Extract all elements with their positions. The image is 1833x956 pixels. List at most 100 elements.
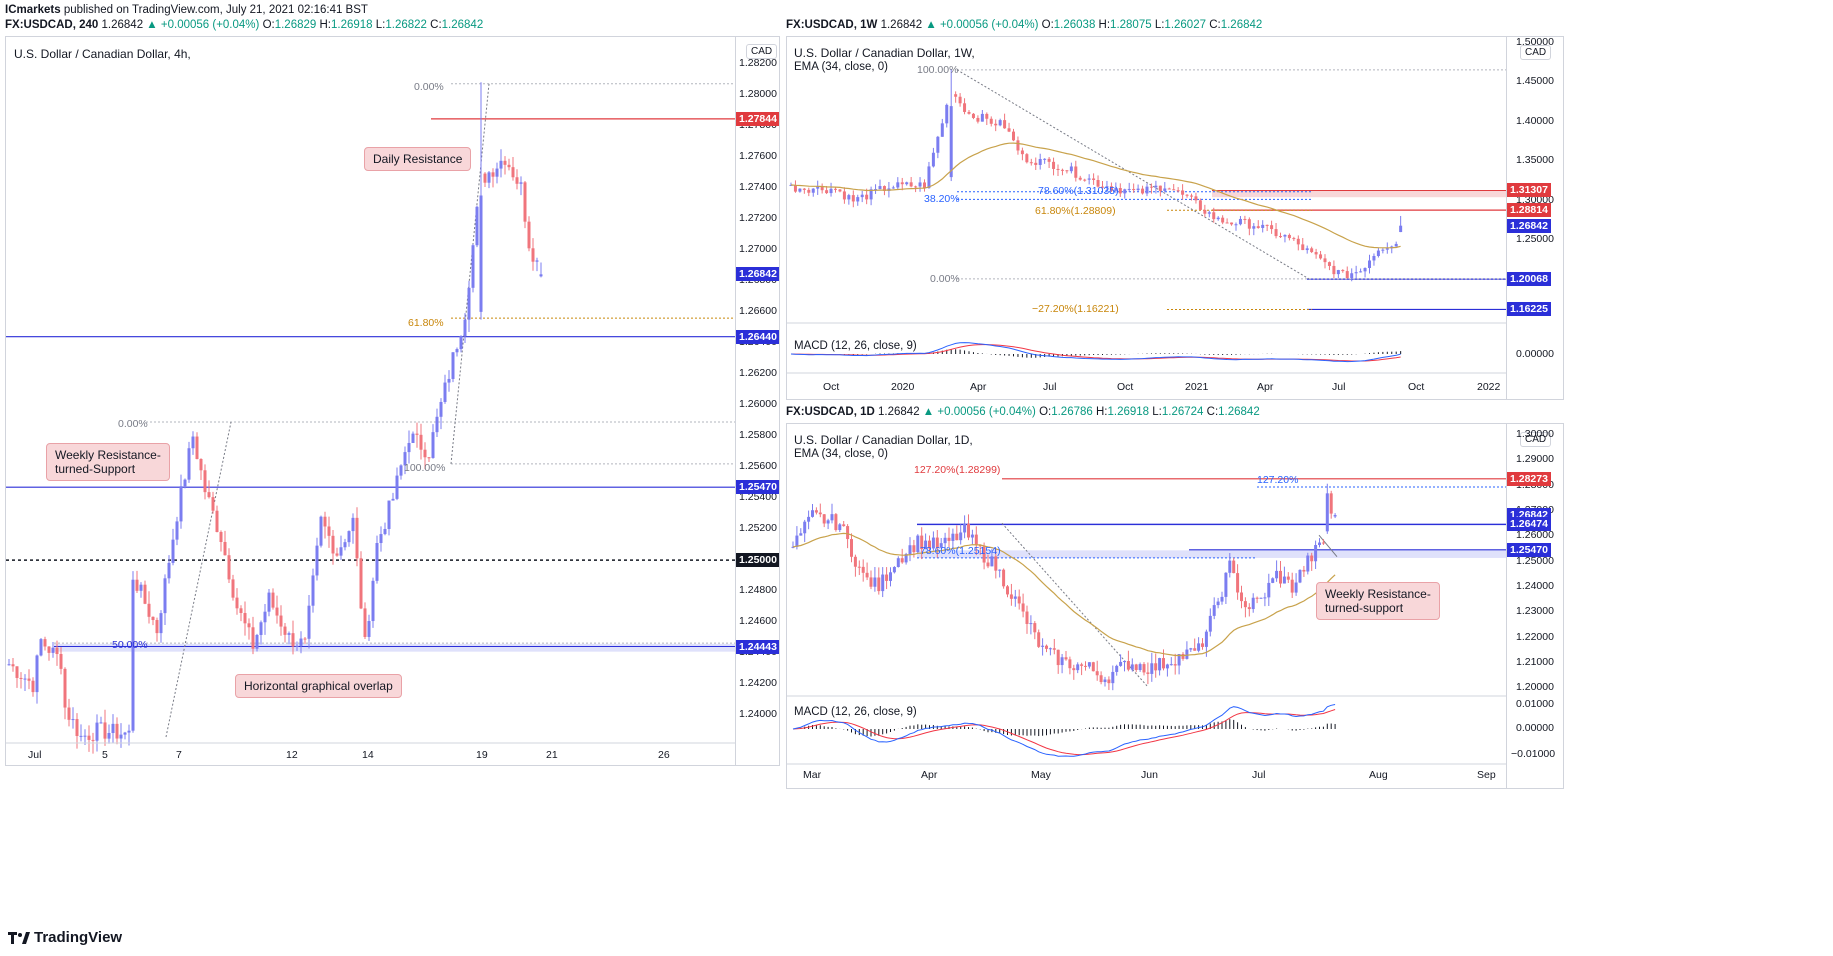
candle-body	[363, 608, 367, 637]
candle-body	[1092, 178, 1096, 181]
candle-body	[467, 287, 471, 320]
price-box: 1.26842	[736, 267, 779, 282]
macd-title[interactable]: MACD (12, 26, close, 9)	[794, 340, 917, 352]
candle-body	[1298, 569, 1302, 583]
chart-daily-panel[interactable]: U.S. Dollar / Canadian Dollar, 1D, EMA (…	[786, 423, 1564, 789]
candle-body	[877, 577, 881, 592]
candle-body	[303, 638, 307, 640]
price-tick: 1.24600	[739, 615, 777, 628]
chart-weekly-panel[interactable]: U.S. Dollar / Canadian Dollar, 1W, EMA (…	[786, 36, 1564, 400]
candle-body	[1096, 180, 1100, 187]
h-label: H:	[1095, 406, 1108, 418]
candle-body	[287, 633, 291, 635]
price-axis-separator	[1506, 424, 1507, 788]
candle-body	[51, 647, 55, 653]
callout-weekly-support[interactable]: Weekly Resistance- turned-Support	[46, 443, 170, 481]
callout-weekly-support[interactable]: Weekly Resistance- turned-support	[1316, 582, 1440, 620]
candle-body	[279, 615, 283, 627]
candle-body	[1101, 186, 1104, 188]
candle-body	[1080, 664, 1084, 666]
candle-body	[247, 623, 251, 628]
candle-body	[967, 523, 970, 538]
chart-4h-panel[interactable]: U.S. Dollar / Canadian Dollar, 4h, CAD 1…	[5, 36, 780, 766]
candle-body	[331, 535, 335, 554]
currency-badge[interactable]: CAD	[1520, 45, 1552, 60]
candle-body	[1321, 542, 1325, 544]
fib-label-ext-left: 127.20%(1.28299)	[914, 464, 1001, 476]
candle-body	[323, 516, 327, 527]
candle-body	[1197, 643, 1201, 651]
candle-body	[1047, 158, 1051, 162]
time-tick: Apr	[970, 381, 987, 393]
chart-daily-canvas[interactable]	[787, 424, 1563, 788]
macd-line	[790, 342, 1401, 363]
tradingview-logo[interactable]: TradingView	[8, 929, 122, 946]
candle-body	[1190, 195, 1193, 197]
c-label: C:	[430, 19, 442, 31]
candle-body	[455, 349, 459, 353]
candle-body	[1181, 190, 1185, 195]
candle-body	[1165, 664, 1169, 669]
chart-4h-canvas[interactable]	[6, 37, 779, 765]
l-label: L:	[1154, 19, 1165, 31]
published-text: published on TradingView.com, July 21, 2…	[63, 4, 368, 16]
macd-tick-1: 0.01000	[1516, 698, 1554, 710]
candle-body	[853, 556, 857, 567]
candle-body	[1255, 597, 1259, 599]
symbol: FX:USDCAD, 1W	[786, 19, 878, 31]
macd-title[interactable]: MACD (12, 26, close, 9)	[794, 706, 917, 718]
price-tick: 1.25000	[1516, 554, 1554, 567]
candle-body	[263, 611, 267, 623]
candle-body	[909, 182, 913, 187]
candle-body	[1310, 555, 1314, 562]
time-tick: Jul	[1252, 769, 1266, 781]
price-tick: 1.25600	[739, 460, 777, 473]
candle-body	[816, 186, 820, 189]
callout-daily-resistance[interactable]: Daily Resistance	[364, 147, 472, 171]
callout-line-1: Weekly Resistance-	[1325, 587, 1431, 601]
symbol: FX:USDCAD, 1D	[786, 406, 875, 418]
candle-body	[842, 524, 846, 527]
candle-body	[1368, 260, 1371, 269]
support-zone	[917, 550, 1506, 558]
candle-body	[383, 528, 387, 535]
candle-body	[865, 572, 869, 578]
currency-badge[interactable]: CAD	[1520, 432, 1552, 447]
candle-body	[535, 260, 539, 262]
candle-body	[371, 580, 375, 622]
candle-body	[1185, 649, 1189, 659]
candle-body	[351, 517, 355, 532]
currency-badge[interactable]: CAD	[746, 44, 778, 59]
price-box: 1.28814	[1507, 203, 1551, 218]
price-tick: 1.25800	[739, 428, 777, 441]
candle-body	[978, 545, 982, 547]
candle-body	[1314, 252, 1318, 255]
chart-title: U.S. Dollar / Canadian Dollar, 4h,	[14, 47, 191, 61]
candle-body	[931, 152, 935, 167]
candle-body	[387, 500, 391, 529]
candle-body	[499, 160, 503, 169]
candle-body	[107, 732, 111, 739]
price-tick: 1.29000	[1516, 453, 1554, 466]
candle-body	[955, 533, 959, 541]
price-box: 1.26474	[1507, 517, 1551, 532]
candle-body	[1385, 248, 1389, 250]
ema-indicator-label[interactable]: EMA (34, close, 0)	[794, 61, 888, 73]
candle-body	[1252, 226, 1256, 229]
fib-label-ext: −27.20%(1.16221)	[1032, 303, 1119, 315]
price-axis-separator	[735, 37, 736, 765]
candle-body	[507, 164, 511, 168]
callout-overlap[interactable]: Horizontal graphical overlap	[235, 674, 402, 698]
candle-body	[923, 182, 926, 189]
candle-body	[976, 117, 980, 122]
candle-body	[151, 616, 155, 621]
ema-indicator-label[interactable]: EMA (34, close, 0)	[794, 448, 888, 460]
chart-weekly-canvas[interactable]	[787, 37, 1563, 399]
price-tick: 1.26200	[739, 366, 777, 379]
candle-body	[75, 719, 79, 736]
up-arrow-icon: ▲	[922, 406, 935, 418]
candle-body	[1274, 229, 1278, 237]
candle-body	[1064, 657, 1068, 660]
candle-body	[391, 498, 395, 501]
change: +0.00056 (+0.04%)	[937, 406, 1036, 418]
